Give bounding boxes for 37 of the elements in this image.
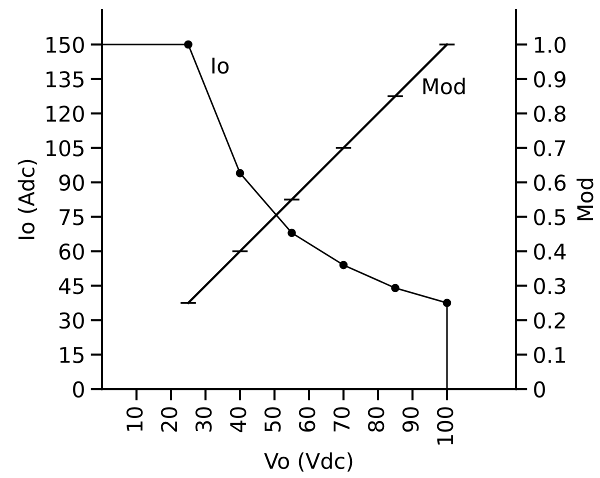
- x-tick-label: 30: [195, 407, 212, 432]
- x-axis-title: Vo (Vdc): [264, 452, 352, 472]
- y-tick-label: 75: [60, 209, 84, 226]
- x-tick-label: 80: [368, 407, 384, 432]
- y-tick-label: 60: [59, 243, 84, 260]
- y-tick-label: 90: [59, 174, 84, 191]
- legend-label: Mod: [423, 78, 465, 94]
- y2-tick-label: 0: [534, 381, 545, 398]
- y-tick-label: 45: [58, 278, 84, 294]
- x-tick-label: 90: [402, 407, 419, 432]
- y2-axis-title: Mod: [576, 178, 594, 220]
- y2-tick-label: 0.3: [534, 278, 566, 294]
- y2-tick-label: 0.7: [534, 140, 566, 156]
- y-tick-label: 15: [60, 347, 84, 364]
- series-label: Io: [212, 58, 229, 74]
- y-tick-label: 120: [46, 106, 84, 122]
- y2-tick-label: 1.0: [535, 36, 566, 53]
- y2-tick-label: 0.5: [534, 208, 566, 226]
- y2-tick-label: 0.9: [534, 71, 566, 88]
- x-tick-label: 60: [298, 407, 316, 432]
- y-tick-label: 0: [73, 381, 84, 398]
- y-axis-title: Io (Adc): [18, 160, 38, 239]
- y2-tick-label: 0.1: [534, 346, 565, 364]
- y-tick-label: 135: [46, 71, 84, 88]
- y-tick-label: 30: [60, 312, 84, 329]
- y-tick-label: 150: [46, 36, 84, 53]
- y2-tick-label: 0.6: [534, 174, 566, 191]
- x-tick-label: 20: [160, 407, 178, 432]
- x-tick-label: 40: [230, 407, 246, 432]
- x-tick-label: 50: [264, 407, 281, 432]
- x-tick-label: 10: [126, 407, 143, 431]
- y2-tick-label: 0.8: [534, 106, 566, 122]
- y-tick-label: 105: [46, 140, 84, 156]
- x-tick-label: 100: [436, 407, 454, 444]
- y2-tick-label: 0.4: [534, 243, 566, 260]
- y2-tick-label: 0.2: [534, 312, 565, 329]
- x-tick-label: 70: [333, 407, 350, 432]
